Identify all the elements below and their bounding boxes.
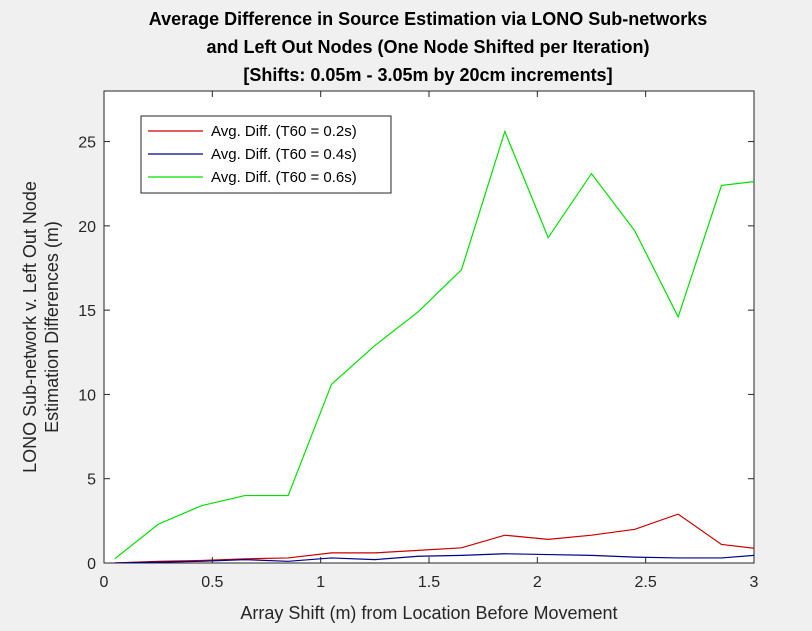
legend-item-3: Avg. Diff. (T60 = 0.6s) [148, 169, 357, 186]
legend-item-1: Avg. Diff. (T60 = 0.2s) [148, 123, 357, 140]
y-tick-label: 20 [78, 219, 96, 236]
y-axis-label-line-1: LONO Sub-network v. Left Out Node [20, 181, 40, 473]
x-tick-label: 2.5 [635, 574, 657, 591]
y-axis-ticks: 0 5 10 15 20 25 [78, 135, 754, 573]
x-tick-label: 1.5 [418, 574, 440, 591]
legend-label: Avg. Diff. (T60 = 0.4s) [211, 146, 357, 163]
x-tick-label: 1 [316, 574, 325, 591]
x-tick-label: 2 [533, 574, 542, 591]
series-line-3 [114, 129, 754, 560]
y-tick-label: 10 [78, 387, 96, 404]
x-tick-label: 3 [750, 574, 759, 591]
legend: Avg. Diff. (T60 = 0.2s) Avg. Diff. (T60 =… [140, 115, 392, 194]
x-axis-ticks: 0 0.5 1 1.5 2 2.5 3 [100, 91, 759, 591]
x-tick-label: 0.5 [201, 574, 223, 591]
y-tick-label: 25 [78, 135, 96, 152]
y-tick-label: 0 [87, 556, 96, 573]
y-tick-label: 15 [78, 303, 96, 320]
legend-label: Avg. Diff. (T60 = 0.6s) [211, 169, 357, 186]
series-line-1 [114, 513, 754, 563]
chart-title: Average Difference in Source Estimation … [149, 9, 707, 85]
y-tick-label: 5 [87, 472, 96, 489]
legend-item-2: Avg. Diff. (T60 = 0.4s) [148, 146, 357, 163]
x-tick-label: 0 [100, 574, 109, 591]
series-lines [114, 129, 754, 563]
y-axis-label-line-2: Estimation Differences (m) [42, 221, 62, 433]
chart-title-line-3: [Shifts: 0.05m - 3.05m by 20cm increment… [243, 65, 612, 85]
x-axis-label: Array Shift (m) from Location Before Mov… [240, 603, 617, 623]
legend-label: Avg. Diff. (T60 = 0.2s) [211, 123, 357, 140]
y-axis-label: LONO Sub-network v. Left Out Node Estima… [20, 181, 62, 473]
series-line-2 [114, 553, 754, 563]
chart-title-line-2: and Left Out Nodes (One Node Shifted per… [206, 37, 649, 57]
chart-title-line-1: Average Difference in Source Estimation … [149, 9, 707, 29]
